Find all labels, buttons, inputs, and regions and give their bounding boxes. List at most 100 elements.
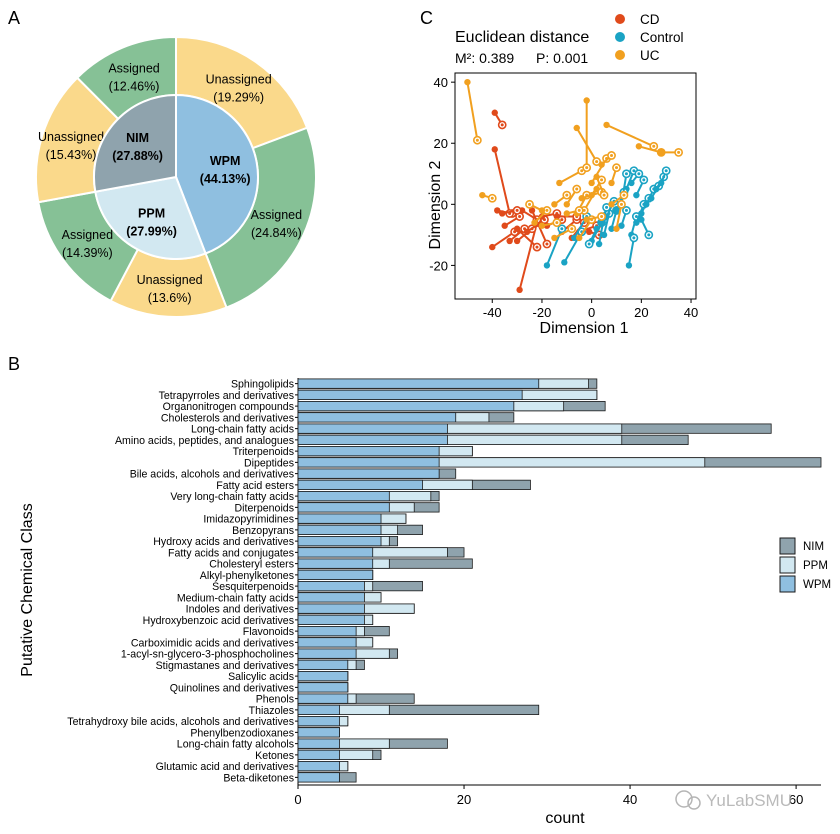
point-center-uc xyxy=(565,193,569,197)
scatter-x-label: Dimension 1 xyxy=(540,320,629,337)
legend-label-cd: CD xyxy=(640,12,660,27)
outer-label-assigned: Assigned xyxy=(108,61,159,75)
segment-uc xyxy=(466,81,479,141)
bar-wpm xyxy=(297,378,540,389)
point-cd xyxy=(501,222,508,229)
bar-wpm xyxy=(297,479,423,490)
outer-pct-assigned: (14.39%) xyxy=(62,246,113,260)
bar-wpm xyxy=(297,738,340,749)
bar-wpm xyxy=(297,457,440,468)
point-center-uc xyxy=(490,196,494,200)
point-control xyxy=(648,195,655,202)
outer-label-unassigned: Unassigned xyxy=(38,130,104,144)
point-control xyxy=(653,185,660,193)
category-label: Very long-chain fatty acids xyxy=(170,491,294,503)
point-center-control xyxy=(632,169,636,173)
category-label: Glutamic acid and derivatives xyxy=(156,761,294,773)
inner-label-nim: NIM xyxy=(126,131,149,145)
legend-label-uc: UC xyxy=(640,48,660,63)
scatter-x-tick-label: -20 xyxy=(533,305,552,320)
point-uc xyxy=(464,78,471,86)
category-label: Sesquiterpenoids xyxy=(212,581,294,593)
point-cd xyxy=(516,286,523,294)
bar-wpm xyxy=(297,637,357,648)
legend-dot-cd xyxy=(615,14,625,24)
bar-x-tick-label: 20 xyxy=(457,792,471,807)
category-label: Diterpenoids xyxy=(235,502,294,514)
point-uc xyxy=(583,216,590,223)
point-center-uc xyxy=(585,166,589,170)
scatter-x-tick-label: -40 xyxy=(483,305,502,320)
bar-wpm xyxy=(297,749,340,760)
bar-wpm xyxy=(297,682,349,693)
scatter-x-tick-label: 20 xyxy=(634,305,648,320)
point-center-control xyxy=(587,242,591,246)
point-cd xyxy=(513,237,521,245)
point-uc xyxy=(538,207,546,214)
point-center-uc xyxy=(600,215,604,219)
panel-label-a: A xyxy=(8,8,20,28)
category-label: Long-chain fatty alcohols xyxy=(177,739,294,751)
scatter-frame xyxy=(454,72,697,300)
point-center-uc xyxy=(602,193,606,197)
outer-pct-unassigned: (13.6%) xyxy=(148,291,192,305)
point-control xyxy=(638,210,645,217)
legend-label-control: Control xyxy=(640,30,684,45)
bar-wpm xyxy=(297,434,448,445)
point-cd xyxy=(491,109,498,116)
point-uc xyxy=(563,210,571,217)
legend-dot-control xyxy=(615,32,625,42)
bar-x-tick-label: 40 xyxy=(623,792,637,807)
scatter-y-tick-label: 20 xyxy=(434,136,448,151)
bar-wpm xyxy=(297,569,374,580)
point-control xyxy=(658,179,665,187)
bar-wpm xyxy=(297,491,390,502)
bar-y-label: Putative Chemical Class xyxy=(19,503,36,676)
bar-legend-key-wpm xyxy=(779,575,796,593)
segment-uc xyxy=(606,124,655,148)
point-center-uc xyxy=(652,144,656,148)
point-center-uc xyxy=(545,208,549,212)
inner-slice-ppm xyxy=(94,175,207,260)
category-label: Medium-chain fatty acids xyxy=(177,592,294,604)
point-uc xyxy=(479,191,486,199)
point-cd xyxy=(528,207,536,214)
point-cd xyxy=(513,225,521,232)
outer-pct-assigned: (12.46%) xyxy=(109,79,160,93)
bar-legend-label-ppm: PPM xyxy=(803,560,828,572)
segment-cd xyxy=(516,228,538,248)
point-control xyxy=(633,219,640,226)
bar-wpm xyxy=(297,558,374,569)
inner-pct-wpm: (44.13%) xyxy=(200,172,251,186)
category-label: Quinolines and derivatives xyxy=(170,682,294,694)
point-control xyxy=(571,234,578,242)
category-label: Stigmastanes and derivatives xyxy=(156,660,294,672)
point-cd xyxy=(494,207,501,214)
point-uc xyxy=(551,201,558,208)
point-cd xyxy=(499,210,506,217)
bar-wpm xyxy=(297,412,457,423)
point-center-control xyxy=(664,169,668,173)
point-uc xyxy=(658,149,665,156)
bar-wpm xyxy=(297,401,515,412)
bar-wpm xyxy=(297,502,390,513)
bar-wpm xyxy=(297,423,448,434)
point-center-control xyxy=(560,227,564,231)
bar-wpm xyxy=(297,547,374,558)
point-center-uc xyxy=(677,150,681,154)
category-label: Phenylbenzodioxanes xyxy=(190,727,294,739)
point-uc xyxy=(573,124,580,132)
legend-dot-uc xyxy=(615,50,625,60)
scatter-y-tick-label: -20 xyxy=(429,258,448,273)
panel-label-b: B xyxy=(8,354,20,374)
category-label: Amino acids, peptides, and analogues xyxy=(115,435,294,447)
outer-label-unassigned: Unassigned xyxy=(206,73,272,87)
inner-slice-nim xyxy=(93,93,177,193)
point-center-control xyxy=(624,172,628,176)
category-label: Tetrahydroxy bile acids, alcohols and de… xyxy=(67,716,294,728)
bar-wpm xyxy=(297,693,349,704)
inner-pct-ppm: (27.99%) xyxy=(126,225,177,239)
inner-pct-nim: (27.88%) xyxy=(112,149,163,163)
bar-wpm xyxy=(297,761,340,772)
category-label: Hydroxy acids and derivatives xyxy=(153,536,294,548)
